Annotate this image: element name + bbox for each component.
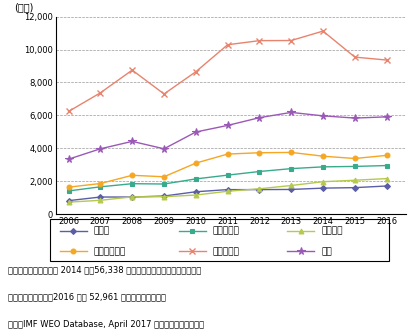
フィリピン [161, 182, 166, 186]
Text: 足下では下降し、2016 年は 52,961 ドルとなっている。: 足下では下降し、2016 年は 52,961 ドルとなっている。 [8, 292, 166, 301]
Text: フィリピン: フィリピン [212, 226, 239, 235]
タイ [98, 147, 103, 151]
Line: マレーシア: マレーシア [65, 28, 389, 115]
インド [256, 188, 261, 192]
フィリピン [66, 189, 71, 193]
マレーシア [351, 55, 356, 59]
フィリピン [320, 165, 325, 169]
インドネシア [351, 156, 356, 160]
タイ [129, 139, 134, 143]
Text: (ドル): (ドル) [14, 3, 33, 13]
タイ [256, 116, 261, 120]
Line: タイ: タイ [65, 109, 389, 163]
フィリピン [193, 177, 198, 181]
ベトナム [161, 195, 166, 199]
インドネシア [383, 153, 388, 157]
インド [288, 188, 293, 192]
インド [161, 194, 166, 198]
Text: タイ: タイ [320, 247, 331, 256]
タイ [161, 147, 166, 151]
インドネシア [129, 173, 134, 177]
マレーシア [129, 68, 134, 72]
インドネシア [288, 150, 293, 154]
インドネシア [256, 151, 261, 155]
インドネシア [98, 182, 103, 186]
インド [98, 195, 103, 199]
Line: インド: インド [66, 184, 388, 203]
Line: フィリピン: フィリピン [66, 163, 388, 193]
Text: インド: インド [94, 226, 110, 235]
マレーシア [320, 29, 325, 33]
タイ [225, 124, 230, 127]
ベトナム [129, 195, 134, 199]
インドネシア [193, 161, 198, 165]
マレーシア [161, 92, 166, 96]
ベトナム [66, 200, 71, 204]
フィリピン [98, 185, 103, 189]
フィリピン [256, 170, 261, 174]
インド [129, 195, 134, 199]
タイ [288, 111, 293, 115]
マレーシア [66, 110, 71, 114]
フィリピン [225, 173, 230, 177]
Text: (年): (年) [412, 235, 413, 245]
タイ [351, 116, 356, 120]
インド [383, 184, 388, 188]
インド [351, 186, 356, 190]
Line: ベトナム: ベトナム [66, 176, 388, 205]
インドネシア [161, 175, 166, 179]
インド [66, 199, 71, 203]
インド [193, 190, 198, 194]
インド [320, 186, 325, 190]
マレーシア [225, 43, 230, 47]
Text: 資料：IMF WEO Database, April 2017 から経済産業省作成。: 資料：IMF WEO Database, April 2017 から経済産業省作… [8, 320, 204, 329]
タイ [320, 114, 325, 118]
フィリピン [129, 182, 134, 186]
タイ [383, 115, 388, 119]
ベトナム [383, 177, 388, 181]
ベトナム [351, 178, 356, 182]
フィリピン [288, 167, 293, 171]
Text: 備考：シンガポールは 2014 年（56,338 ドル）まで上昇傾向にあったが、: 備考：シンガポールは 2014 年（56,338 ドル）まで上昇傾向にあったが、 [8, 266, 201, 275]
Text: インドネシア: インドネシア [94, 247, 126, 256]
ベトナム [225, 189, 230, 193]
Line: インドネシア: インドネシア [66, 150, 388, 190]
Text: マレーシア: マレーシア [212, 247, 239, 256]
マレーシア [193, 70, 198, 74]
インド [225, 188, 230, 192]
ベトナム [256, 187, 261, 191]
タイ [66, 157, 71, 161]
マレーシア [383, 58, 388, 62]
マレーシア [98, 91, 103, 95]
インドネシア [225, 152, 230, 156]
Text: ベトナム: ベトナム [320, 226, 342, 235]
インドネシア [66, 185, 71, 189]
タイ [193, 130, 198, 134]
ベトナム [288, 184, 293, 188]
ベトナム [193, 193, 198, 197]
ベトナム [98, 198, 103, 202]
マレーシア [288, 39, 293, 42]
マレーシア [256, 39, 261, 42]
ベトナム [320, 180, 325, 184]
フィリピン [351, 164, 356, 168]
インドネシア [320, 154, 325, 158]
フィリピン [383, 164, 388, 168]
